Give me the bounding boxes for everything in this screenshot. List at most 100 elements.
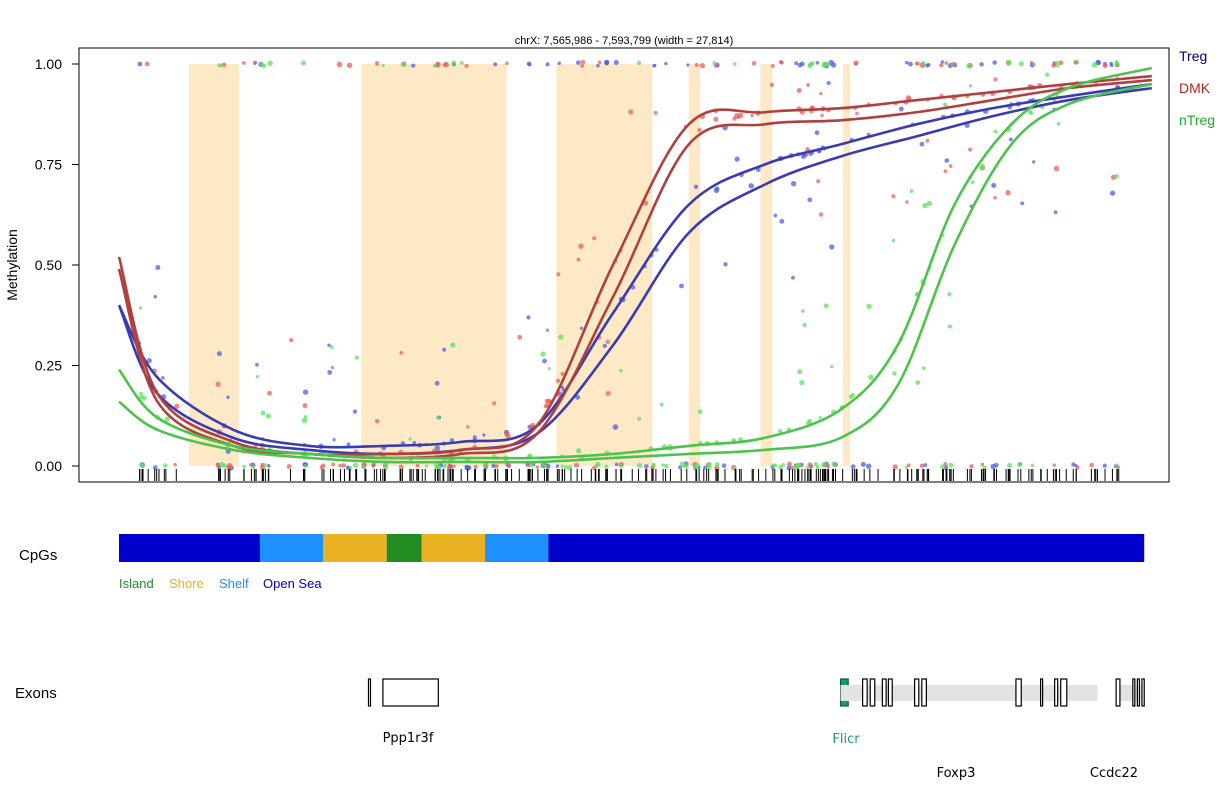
data-point — [346, 62, 353, 68]
data-point — [505, 433, 511, 439]
highlight-region — [188, 64, 240, 466]
data-point — [652, 462, 656, 467]
data-point — [371, 462, 376, 467]
data-point — [713, 187, 720, 194]
data-point — [905, 95, 912, 101]
data-point — [152, 465, 158, 470]
data-point — [161, 376, 165, 380]
data-point — [442, 62, 448, 68]
data-point — [950, 61, 955, 66]
exon — [367, 678, 372, 707]
data-point — [830, 364, 834, 369]
data-point — [703, 465, 708, 470]
data-point — [332, 438, 336, 442]
data-point — [411, 63, 416, 68]
data-point — [821, 462, 827, 468]
data-point — [576, 257, 581, 262]
data-point — [482, 463, 488, 468]
data-point — [794, 61, 799, 66]
data-point — [773, 213, 778, 218]
data-point — [781, 462, 786, 467]
cpg-legend-open-sea: Open Sea — [263, 576, 322, 591]
data-point — [948, 462, 954, 468]
exon — [862, 678, 868, 707]
data-point — [436, 415, 440, 420]
data-point — [215, 381, 221, 387]
data-point — [338, 463, 342, 468]
gene-ccdc22: Ccdc22 — [1090, 678, 1145, 781]
data-point — [331, 462, 336, 467]
gene-ppp1r3f: Ppp1r3f — [367, 678, 439, 746]
data-point — [818, 415, 822, 420]
data-point — [1051, 63, 1057, 68]
data-point — [1029, 61, 1034, 65]
data-point — [980, 163, 985, 168]
data-point — [818, 212, 824, 217]
data-point — [786, 465, 792, 471]
data-point — [408, 437, 412, 441]
data-point — [249, 463, 253, 467]
data-point — [452, 464, 456, 468]
smooth-curve-ntreg — [118, 82, 1153, 464]
data-point — [866, 303, 872, 310]
exon — [382, 678, 439, 707]
data-point — [1030, 463, 1035, 468]
data-point — [1045, 72, 1050, 77]
data-point — [1008, 61, 1012, 65]
cpg-segment — [259, 534, 324, 562]
data-point — [361, 464, 366, 469]
data-point — [327, 370, 333, 375]
data-point — [251, 465, 255, 470]
data-point — [545, 328, 550, 332]
data-point — [1005, 190, 1011, 196]
data-point — [303, 464, 307, 468]
cpg-segment — [119, 534, 260, 562]
data-point — [712, 61, 717, 66]
data-point — [1109, 190, 1116, 196]
data-point — [619, 463, 624, 469]
data-point — [592, 236, 597, 241]
data-point — [821, 61, 827, 67]
data-point — [659, 402, 664, 407]
data-point — [263, 462, 268, 467]
data-point — [614, 462, 619, 467]
data-point — [968, 147, 973, 152]
highlight-region — [842, 64, 851, 466]
data-point — [558, 334, 564, 340]
data-point — [329, 345, 334, 350]
data-point — [925, 138, 930, 143]
data-point — [921, 366, 926, 371]
data-point — [942, 102, 948, 107]
data-point — [891, 194, 896, 199]
exon — [1054, 678, 1059, 707]
data-point — [790, 465, 795, 470]
data-point — [679, 283, 684, 289]
data-point — [555, 464, 560, 468]
data-point — [723, 262, 728, 267]
data-point — [1017, 462, 1023, 468]
data-point — [748, 183, 754, 189]
data-point — [604, 464, 609, 470]
data-point — [664, 61, 668, 66]
data-point — [265, 413, 271, 419]
data-point — [164, 416, 170, 422]
exon — [921, 678, 927, 707]
exon-track-label: Exons — [15, 685, 57, 702]
data-point — [473, 464, 478, 469]
data-point — [853, 61, 858, 66]
data-point — [796, 87, 802, 94]
data-point — [155, 265, 161, 270]
data-point — [686, 63, 690, 67]
data-point — [791, 275, 795, 280]
data-point — [892, 464, 898, 470]
data-point — [139, 461, 145, 468]
cpg-track-label: CpGs — [19, 547, 57, 564]
data-point — [459, 60, 464, 65]
data-point — [341, 463, 347, 468]
data-point — [603, 59, 610, 66]
data-point — [891, 238, 896, 243]
cpg-segment — [548, 534, 1145, 562]
chart-title: chrX: 7,565,986 - 7,593,799 (width = 27,… — [515, 35, 734, 47]
data-point — [596, 63, 600, 68]
highlight-region — [688, 64, 701, 466]
